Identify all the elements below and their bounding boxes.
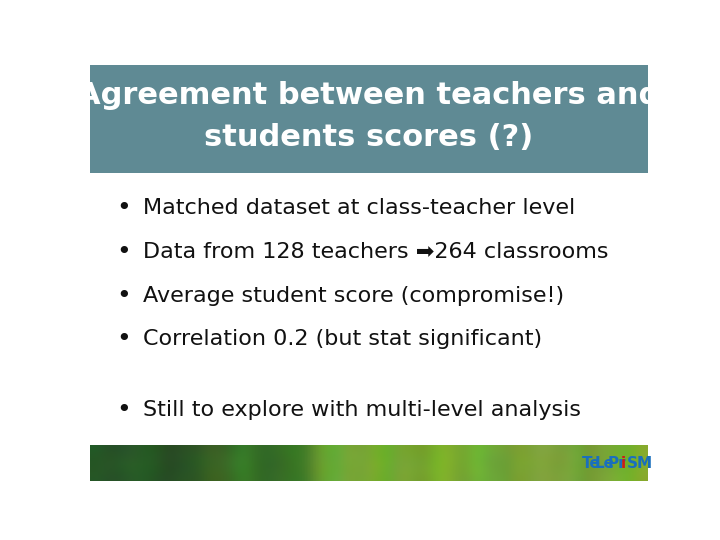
Text: •: • (116, 240, 131, 264)
Text: Matched dataset at class-teacher level: Matched dataset at class-teacher level (143, 198, 575, 218)
Text: Average student score (compromise!): Average student score (compromise!) (143, 286, 564, 306)
Text: i: i (621, 456, 626, 471)
Text: •: • (116, 284, 131, 308)
Text: Te: Te (582, 456, 600, 471)
Text: SM: SM (627, 456, 653, 471)
Text: Still to explore with multi-level analysis: Still to explore with multi-level analys… (143, 400, 581, 420)
Text: •: • (116, 327, 131, 351)
Text: Agreement between teachers and: Agreement between teachers and (77, 82, 661, 111)
Text: Le: Le (595, 456, 615, 471)
Text: students scores (?): students scores (?) (204, 123, 534, 152)
Text: Pr: Pr (608, 456, 626, 471)
Text: •: • (116, 398, 131, 422)
Bar (90, 65, 648, 173)
Text: •: • (116, 196, 131, 220)
Text: Data from 128 teachers ➡264 classrooms: Data from 128 teachers ➡264 classrooms (143, 242, 608, 262)
Text: Correlation 0.2 (but stat significant): Correlation 0.2 (but stat significant) (143, 329, 542, 349)
